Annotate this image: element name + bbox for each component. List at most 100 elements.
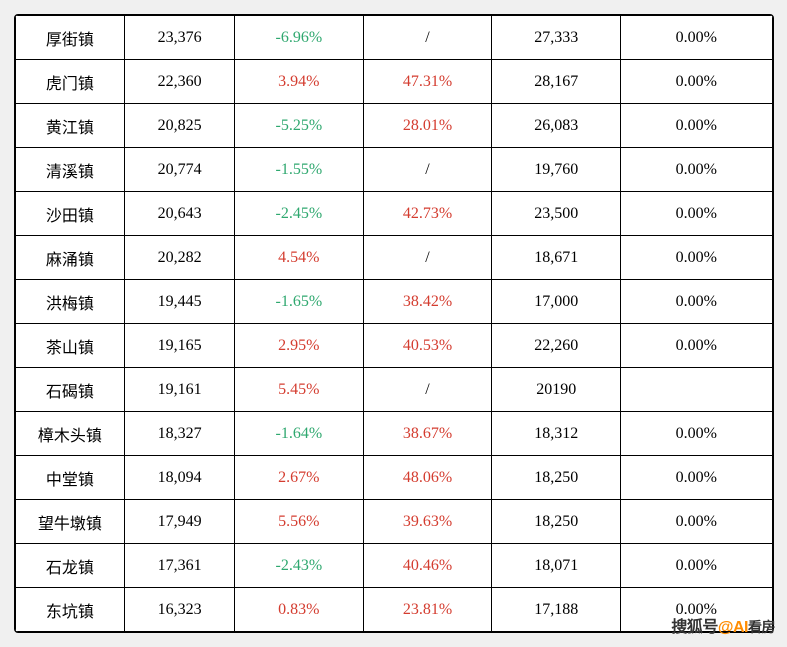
table-cell: 47.31% [363,60,492,104]
table-cell: 19,161 [125,368,235,412]
table-row: 黄江镇20,825-5.25%28.01%26,0830.00% [15,104,772,148]
table-cell: -1.64% [235,412,364,456]
table-row: 虎门镇22,3603.94%47.31%28,1670.00% [15,60,772,104]
table-cell: 38.67% [363,412,492,456]
table-cell: 0.00% [621,192,772,236]
table-row: 樟木头镇18,327-1.64%38.67%18,3120.00% [15,412,772,456]
table-cell: 2.95% [235,324,364,368]
table-cell: 20,825 [125,104,235,148]
table-cell: 18,671 [492,236,621,280]
table-cell [621,368,772,412]
table-cell: 3.94% [235,60,364,104]
table-cell: -2.45% [235,192,364,236]
table-cell: 17,361 [125,544,235,588]
table-cell: 虎门镇 [15,60,125,104]
table-cell: 18,327 [125,412,235,456]
table-cell: 26,083 [492,104,621,148]
table-cell: 茶山镇 [15,324,125,368]
table-cell: 0.00% [621,148,772,192]
table-cell: / [363,368,492,412]
table-cell: 0.00% [621,456,772,500]
table-cell: 5.56% [235,500,364,544]
table-cell: 厚街镇 [15,16,125,60]
table-cell: 42.73% [363,192,492,236]
table-cell: 0.00% [621,60,772,104]
table-cell: 19,445 [125,280,235,324]
table-row: 麻涌镇20,2824.54%/18,6710.00% [15,236,772,280]
table-cell: 22,260 [492,324,621,368]
watermark-text-2: @AI [718,619,748,636]
table-cell: 洪梅镇 [15,280,125,324]
table-cell: 0.00% [621,544,772,588]
table-cell: 黄江镇 [15,104,125,148]
town-price-table: 厚街镇23,376-6.96%/27,3330.00%虎门镇22,3603.94… [15,15,773,632]
table-cell: 18,094 [125,456,235,500]
table-cell: / [363,16,492,60]
table-cell: 28.01% [363,104,492,148]
table-cell: 20,643 [125,192,235,236]
table-cell: 2.67% [235,456,364,500]
table-cell: 17,000 [492,280,621,324]
table-cell: 0.00% [621,280,772,324]
table-cell: 0.00% [621,16,772,60]
table-cell: 0.00% [621,236,772,280]
table-cell: 38.42% [363,280,492,324]
table-row: 沙田镇20,643-2.45%42.73%23,5000.00% [15,192,772,236]
table-cell: 17,949 [125,500,235,544]
table-cell: 20,282 [125,236,235,280]
table-cell: 40.46% [363,544,492,588]
table-cell: 0.00% [621,324,772,368]
table-cell: 5.45% [235,368,364,412]
table-cell: 19,760 [492,148,621,192]
table-cell: 17,188 [492,588,621,632]
table-cell: -6.96% [235,16,364,60]
watermark: 搜狐号@AI看房 [607,613,787,637]
table-cell: 19,165 [125,324,235,368]
table-cell: 石碣镇 [15,368,125,412]
table-row: 石碣镇19,1615.45%/20190 [15,368,772,412]
table-cell: 28,167 [492,60,621,104]
table-cell: 樟木头镇 [15,412,125,456]
table-cell: 0.00% [621,104,772,148]
table-row: 中堂镇18,0942.67%48.06%18,2500.00% [15,456,772,500]
table-cell: 18,071 [492,544,621,588]
table-cell: / [363,236,492,280]
table-row: 茶山镇19,1652.95%40.53%22,2600.00% [15,324,772,368]
table-cell: 23.81% [363,588,492,632]
table-row: 望牛墩镇17,9495.56%39.63%18,2500.00% [15,500,772,544]
table-row: 厚街镇23,376-6.96%/27,3330.00% [15,16,772,60]
table-cell: 望牛墩镇 [15,500,125,544]
table-cell: 40.53% [363,324,492,368]
table-cell: / [363,148,492,192]
table-row: 洪梅镇19,445-1.65%38.42%17,0000.00% [15,280,772,324]
table-cell: 麻涌镇 [15,236,125,280]
table-cell: -5.25% [235,104,364,148]
table-cell: 东坑镇 [15,588,125,632]
table-cell: 20,774 [125,148,235,192]
table-cell: 0.00% [621,500,772,544]
table-cell: 4.54% [235,236,364,280]
table-cell: 石龙镇 [15,544,125,588]
table-cell: 18,312 [492,412,621,456]
watermark-text-3: 看房 [748,619,775,635]
table-cell: -1.55% [235,148,364,192]
table-row: 清溪镇20,774-1.55%/19,7600.00% [15,148,772,192]
table-cell: 23,376 [125,16,235,60]
table-cell: 沙田镇 [15,192,125,236]
table-cell: 22,360 [125,60,235,104]
table-cell: 18,250 [492,456,621,500]
table-body: 厚街镇23,376-6.96%/27,3330.00%虎门镇22,3603.94… [15,16,772,632]
data-table: 厚街镇23,376-6.96%/27,3330.00%虎门镇22,3603.94… [14,14,774,633]
table-cell: 20190 [492,368,621,412]
table-row: 石龙镇17,361-2.43%40.46%18,0710.00% [15,544,772,588]
table-cell: -1.65% [235,280,364,324]
table-cell: 27,333 [492,16,621,60]
table-cell: -2.43% [235,544,364,588]
table-cell: 18,250 [492,500,621,544]
table-cell: 中堂镇 [15,456,125,500]
table-cell: 0.00% [621,412,772,456]
table-cell: 23,500 [492,192,621,236]
table-cell: 39.63% [363,500,492,544]
table-cell: 48.06% [363,456,492,500]
watermark-text-1: 搜狐号 [671,619,718,636]
